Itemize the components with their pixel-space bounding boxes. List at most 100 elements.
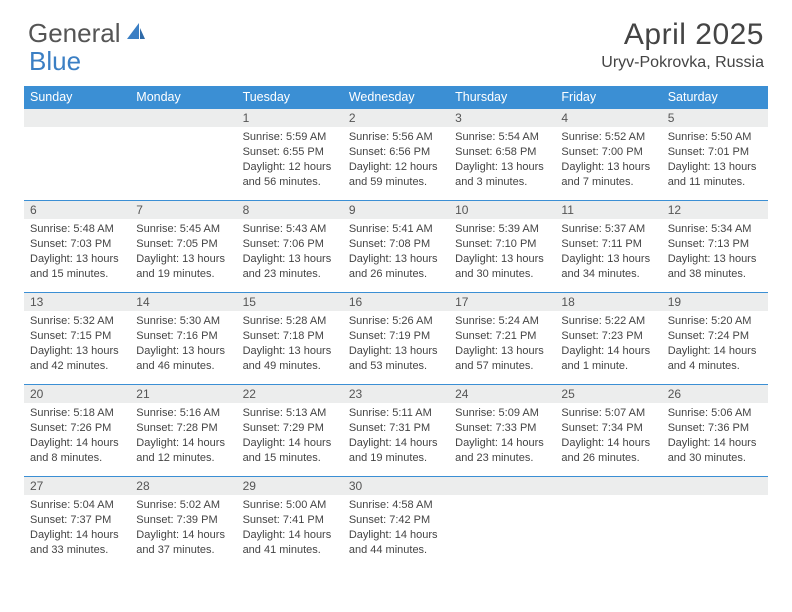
cell-line: Daylight: 14 hours xyxy=(136,528,230,543)
cell-line: Sunset: 6:58 PM xyxy=(455,145,549,160)
cell-body: Sunrise: 5:09 AMSunset: 7:33 PMDaylight:… xyxy=(449,403,555,469)
cell-line: Sunset: 6:56 PM xyxy=(349,145,443,160)
cell-body: Sunrise: 5:11 AMSunset: 7:31 PMDaylight:… xyxy=(343,403,449,469)
cell-line: and 33 minutes. xyxy=(30,543,124,558)
calendar-cell: 27Sunrise: 5:04 AMSunset: 7:37 PMDayligh… xyxy=(24,477,130,569)
calendar-cell: 24Sunrise: 5:09 AMSunset: 7:33 PMDayligh… xyxy=(449,385,555,477)
day-number: 2 xyxy=(343,109,449,127)
cell-body: Sunrise: 5:54 AMSunset: 6:58 PMDaylight:… xyxy=(449,127,555,193)
cell-line: Sunrise: 5:56 AM xyxy=(349,130,443,145)
cell-line: Daylight: 13 hours xyxy=(561,252,655,267)
cell-line: and 38 minutes. xyxy=(668,267,762,282)
cell-line: Sunrise: 5:26 AM xyxy=(349,314,443,329)
cell-line: Sunrise: 5:48 AM xyxy=(30,222,124,237)
cell-line: Sunset: 7:24 PM xyxy=(668,329,762,344)
day-number xyxy=(24,109,130,127)
day-number: 30 xyxy=(343,477,449,495)
calendar-cell xyxy=(662,477,768,569)
calendar-cell xyxy=(130,109,236,201)
calendar-cell: 1Sunrise: 5:59 AMSunset: 6:55 PMDaylight… xyxy=(237,109,343,201)
cell-line: Sunrise: 5:45 AM xyxy=(136,222,230,237)
calendar-cell: 17Sunrise: 5:24 AMSunset: 7:21 PMDayligh… xyxy=(449,293,555,385)
calendar-cell: 9Sunrise: 5:41 AMSunset: 7:08 PMDaylight… xyxy=(343,201,449,293)
cell-line: Sunrise: 5:39 AM xyxy=(455,222,549,237)
day-number: 17 xyxy=(449,293,555,311)
cell-line: and 19 minutes. xyxy=(136,267,230,282)
day-number xyxy=(130,109,236,127)
day-number: 8 xyxy=(237,201,343,219)
cell-line: and 23 minutes. xyxy=(243,267,337,282)
cell-line: Daylight: 13 hours xyxy=(243,252,337,267)
calendar-cell: 28Sunrise: 5:02 AMSunset: 7:39 PMDayligh… xyxy=(130,477,236,569)
cell-line: Daylight: 14 hours xyxy=(668,436,762,451)
cell-line: Daylight: 13 hours xyxy=(455,344,549,359)
cell-line: Sunset: 7:33 PM xyxy=(455,421,549,436)
cell-line: Sunrise: 5:50 AM xyxy=(668,130,762,145)
cell-line: Sunset: 7:23 PM xyxy=(561,329,655,344)
cell-line: Sunrise: 5:11 AM xyxy=(349,406,443,421)
calendar-cell: 10Sunrise: 5:39 AMSunset: 7:10 PMDayligh… xyxy=(449,201,555,293)
cell-body: Sunrise: 5:22 AMSunset: 7:23 PMDaylight:… xyxy=(555,311,661,377)
cell-line: Daylight: 14 hours xyxy=(668,344,762,359)
cell-body: Sunrise: 5:24 AMSunset: 7:21 PMDaylight:… xyxy=(449,311,555,377)
calendar-cell xyxy=(24,109,130,201)
day-number: 6 xyxy=(24,201,130,219)
cell-line: Sunrise: 4:58 AM xyxy=(349,498,443,513)
cell-body: Sunrise: 5:37 AMSunset: 7:11 PMDaylight:… xyxy=(555,219,661,285)
cell-line: Sunset: 7:01 PM xyxy=(668,145,762,160)
cell-body xyxy=(130,127,236,134)
cell-line: and 7 minutes. xyxy=(561,175,655,190)
cell-line: Sunset: 7:39 PM xyxy=(136,513,230,528)
cell-line: Sunrise: 5:30 AM xyxy=(136,314,230,329)
cell-line: Sunrise: 5:18 AM xyxy=(30,406,124,421)
cell-body: Sunrise: 5:30 AMSunset: 7:16 PMDaylight:… xyxy=(130,311,236,377)
cell-line: and 12 minutes. xyxy=(136,451,230,466)
cell-line: Sunset: 7:37 PM xyxy=(30,513,124,528)
day-number: 22 xyxy=(237,385,343,403)
cell-body xyxy=(449,495,555,502)
day-number: 12 xyxy=(662,201,768,219)
cell-line: Sunset: 7:41 PM xyxy=(243,513,337,528)
cell-line: Sunset: 7:34 PM xyxy=(561,421,655,436)
cell-line: Sunrise: 5:41 AM xyxy=(349,222,443,237)
logo-text-blue: Blue xyxy=(29,46,81,77)
cell-line: Sunrise: 5:32 AM xyxy=(30,314,124,329)
cell-line: Daylight: 14 hours xyxy=(243,436,337,451)
cell-line: Daylight: 14 hours xyxy=(30,528,124,543)
day-number: 13 xyxy=(24,293,130,311)
calendar-week-row: 27Sunrise: 5:04 AMSunset: 7:37 PMDayligh… xyxy=(24,477,768,569)
cell-line: Daylight: 13 hours xyxy=(136,344,230,359)
cell-line: Sunrise: 5:09 AM xyxy=(455,406,549,421)
cell-line: Sunset: 7:11 PM xyxy=(561,237,655,252)
cell-body: Sunrise: 5:02 AMSunset: 7:39 PMDaylight:… xyxy=(130,495,236,561)
cell-line: Sunrise: 5:37 AM xyxy=(561,222,655,237)
cell-body: Sunrise: 5:56 AMSunset: 6:56 PMDaylight:… xyxy=(343,127,449,193)
cell-line: Sunrise: 5:43 AM xyxy=(243,222,337,237)
cell-line: Sunset: 6:55 PM xyxy=(243,145,337,160)
cell-line: Daylight: 13 hours xyxy=(668,252,762,267)
calendar-cell: 5Sunrise: 5:50 AMSunset: 7:01 PMDaylight… xyxy=(662,109,768,201)
day-number: 19 xyxy=(662,293,768,311)
cell-body: Sunrise: 5:39 AMSunset: 7:10 PMDaylight:… xyxy=(449,219,555,285)
cell-body: Sunrise: 5:26 AMSunset: 7:19 PMDaylight:… xyxy=(343,311,449,377)
day-number: 16 xyxy=(343,293,449,311)
day-number: 23 xyxy=(343,385,449,403)
cell-body xyxy=(662,495,768,502)
calendar-cell: 8Sunrise: 5:43 AMSunset: 7:06 PMDaylight… xyxy=(237,201,343,293)
cell-body: Sunrise: 5:43 AMSunset: 7:06 PMDaylight:… xyxy=(237,219,343,285)
cell-line: and 30 minutes. xyxy=(455,267,549,282)
cell-line: Sunset: 7:19 PM xyxy=(349,329,443,344)
calendar-cell: 21Sunrise: 5:16 AMSunset: 7:28 PMDayligh… xyxy=(130,385,236,477)
cell-line: and 46 minutes. xyxy=(136,359,230,374)
cell-line: Daylight: 14 hours xyxy=(30,436,124,451)
weekday-header: Wednesday xyxy=(343,86,449,109)
cell-line: Daylight: 14 hours xyxy=(349,528,443,543)
day-number: 26 xyxy=(662,385,768,403)
weekday-header: Sunday xyxy=(24,86,130,109)
cell-line: Daylight: 12 hours xyxy=(349,160,443,175)
cell-line: and 49 minutes. xyxy=(243,359,337,374)
day-number: 21 xyxy=(130,385,236,403)
day-number xyxy=(555,477,661,495)
day-number xyxy=(449,477,555,495)
cell-line: and 41 minutes. xyxy=(243,543,337,558)
